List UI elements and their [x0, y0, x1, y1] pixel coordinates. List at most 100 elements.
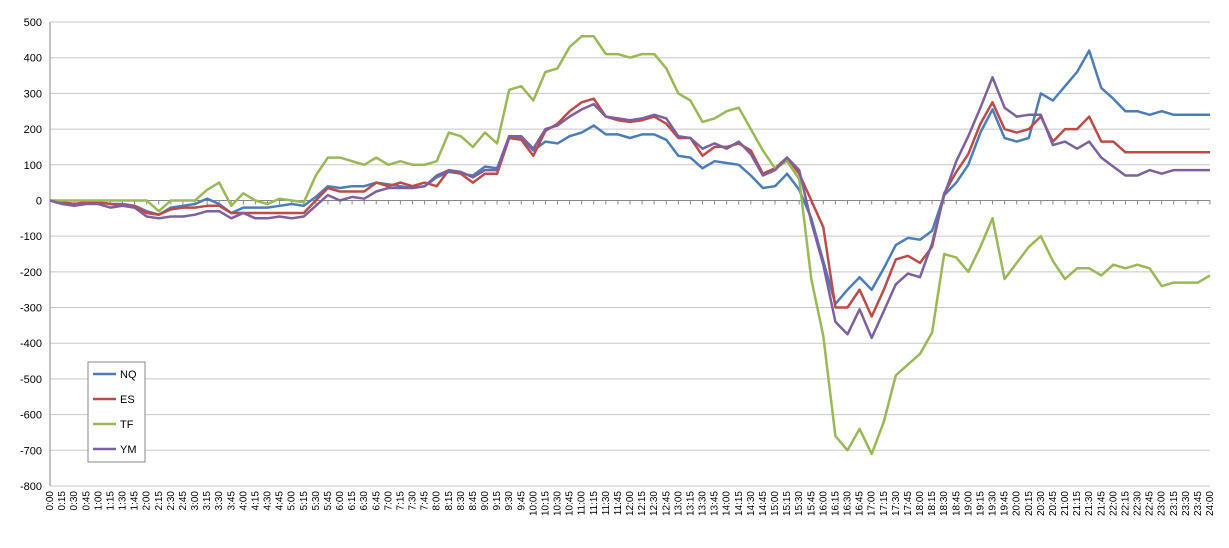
y-tick-label: 300	[24, 88, 42, 100]
x-tick-label: 11:30	[601, 491, 612, 516]
x-tick-label: 15:15	[782, 491, 793, 516]
x-tick-label: 3:00	[190, 491, 201, 511]
x-tick-label: 18:45	[951, 491, 962, 516]
x-tick-label: 7:45	[420, 491, 431, 511]
x-tick-label: 16:45	[855, 491, 866, 516]
x-tick-label: 20:45	[1048, 491, 1059, 516]
x-tick-label: 3:45	[226, 491, 237, 511]
x-tick-label: 1:15	[105, 491, 116, 511]
x-tick-label: 10:45	[565, 491, 576, 516]
x-tick-label: 14:15	[734, 491, 745, 516]
x-tick-label: 10:30	[553, 491, 564, 516]
y-tick-label: -700	[20, 445, 42, 457]
x-tick-label: 8:30	[456, 491, 467, 511]
x-tick-label: 12:15	[637, 491, 648, 516]
x-tick-label: 16:30	[843, 491, 854, 516]
x-tick-label: 6:30	[359, 491, 370, 511]
x-tick-label: 8:15	[444, 491, 455, 511]
y-tick-label: 100	[24, 160, 42, 172]
series-line	[49, 49, 1210, 306]
x-tick-label: 9:15	[492, 491, 503, 511]
series-line	[49, 76, 1210, 340]
x-tick-label: 19:45	[1000, 491, 1011, 516]
x-tick-label: 3:15	[202, 491, 213, 511]
x-tick-label: 21:15	[1072, 491, 1083, 516]
x-tick-label: 1:30	[118, 491, 129, 511]
x-tick-label: 8:45	[468, 491, 479, 511]
x-tick-label: 17:30	[891, 491, 902, 516]
x-tick-label: 2:00	[142, 491, 153, 511]
y-tick-label: 400	[24, 53, 42, 65]
x-tick-label: 1:00	[93, 491, 104, 511]
x-tick-label: 4:15	[250, 491, 261, 511]
x-tick-label: 22:30	[1133, 491, 1144, 516]
x-tick-label: 4:45	[275, 491, 286, 511]
legend-label: TF	[120, 419, 134, 431]
x-tick-label: 20:30	[1036, 491, 1047, 516]
series-line	[49, 97, 1210, 318]
x-tick-label: 23:30	[1181, 491, 1192, 516]
x-tick-label: 16:15	[830, 491, 841, 516]
x-tick-label: 6:00	[335, 491, 346, 511]
x-tick-label: 2:45	[178, 491, 189, 511]
x-tick-label: 12:30	[649, 491, 660, 516]
x-tick-label: 14:45	[758, 491, 769, 516]
x-tick-label: 3:30	[214, 491, 225, 511]
x-tick-label: 4:00	[238, 491, 249, 511]
x-tick-label: 15:00	[770, 491, 781, 516]
x-tick-label: 12:00	[625, 491, 636, 516]
x-tick-label: 11:45	[613, 491, 624, 516]
x-tick-label: 2:30	[166, 491, 177, 511]
x-tick-label: 21:30	[1084, 491, 1095, 516]
x-tick-label: 15:45	[806, 491, 817, 516]
x-tick-label: 23:15	[1169, 491, 1180, 516]
x-tick-label: 0:00	[45, 491, 56, 511]
x-tick-label: 9:00	[480, 491, 491, 511]
x-tick-label: 18:00	[915, 491, 926, 516]
y-tick-label: 200	[24, 124, 42, 136]
x-tick-label: 2:15	[154, 491, 165, 511]
legend-label: ES	[120, 394, 135, 406]
x-tick-label: 23:00	[1157, 491, 1168, 516]
x-tick-label: 19:15	[975, 491, 986, 516]
x-tick-label: 0:30	[69, 491, 80, 511]
x-tick-label: 6:45	[371, 491, 382, 511]
x-tick-label: 18:15	[927, 491, 938, 516]
x-tick-label: 7:00	[383, 491, 394, 511]
x-tick-label: 7:15	[395, 491, 406, 511]
x-tick-label: 10:15	[540, 491, 551, 516]
x-tick-label: 5:00	[287, 491, 298, 511]
x-tick-label: 9:45	[516, 491, 527, 511]
series-line	[50, 35, 1211, 456]
x-tick-label: 19:30	[988, 491, 999, 516]
x-tick-label: 0:45	[81, 491, 92, 511]
x-tick-label: 17:45	[903, 491, 914, 516]
x-tick-label: 13:45	[710, 491, 721, 516]
y-tick-label: -300	[20, 303, 42, 315]
x-tick-label: 16:00	[818, 491, 829, 516]
x-tick-label: 5:15	[299, 491, 310, 511]
x-tick-label: 20:00	[1012, 491, 1023, 516]
x-tick-label: 22:45	[1145, 491, 1156, 516]
x-tick-label: 19:00	[963, 491, 974, 516]
x-tick-label: 11:00	[577, 491, 588, 516]
y-tick-label: -400	[20, 338, 42, 350]
x-tick-label: 13:30	[698, 491, 709, 516]
x-tick-label: 12:45	[661, 491, 672, 516]
x-tick-label: 8:00	[432, 491, 443, 511]
x-tick-label: 21:00	[1060, 491, 1071, 516]
x-tick-label: 5:45	[323, 491, 334, 511]
x-tick-label: 15:30	[794, 491, 805, 516]
legend-label: NQ	[120, 369, 137, 381]
y-tick-label: 0	[36, 195, 42, 207]
x-tick-label: 21:45	[1096, 491, 1107, 516]
x-tick-label: 20:15	[1024, 491, 1035, 516]
x-tick-label: 24:00	[1205, 491, 1216, 516]
x-tick-label: 0:15	[57, 491, 68, 511]
x-tick-label: 9:30	[504, 491, 515, 511]
x-tick-label: 5:30	[311, 491, 322, 511]
x-tick-label: 6:15	[347, 491, 358, 511]
x-tick-label: 13:15	[685, 491, 696, 516]
y-tick-label: -800	[20, 481, 42, 493]
